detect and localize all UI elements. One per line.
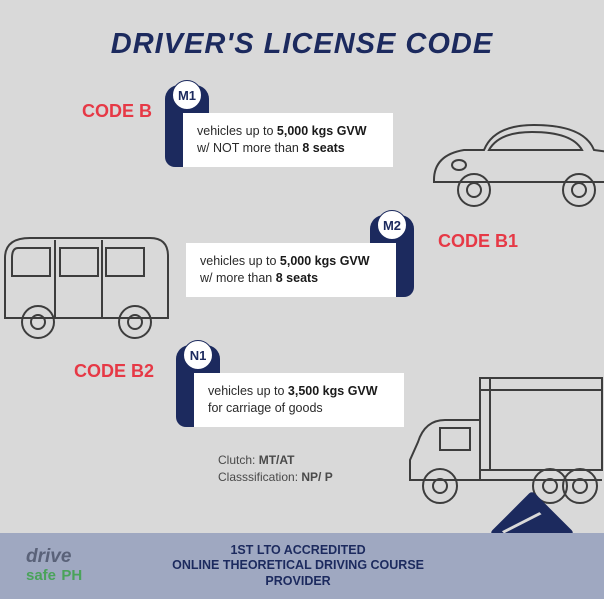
brand-logo: drive safe PH xyxy=(0,548,82,584)
code-b1-row: CODE B1 M2 vehicles up to 5,000 kgs GVW … xyxy=(0,209,604,329)
code-b-row: CODE B M1 vehicles up to 5,000 kgs GVW w… xyxy=(0,79,604,199)
code-b-desc: vehicles up to 5,000 kgs GVW w/ NOT more… xyxy=(183,113,393,167)
code-b2-desc: vehicles up to 3,500 kgs GVW for carriag… xyxy=(194,373,404,427)
code-b1-desc: vehicles up to 5,000 kgs GVW w/ more tha… xyxy=(186,243,396,297)
code-b-label: CODE B xyxy=(82,101,152,122)
badge-m1: M1 xyxy=(172,80,202,110)
footer-text: 1ST LTO ACCREDITED ONLINE THEORETICAL DR… xyxy=(82,543,514,590)
code-b2-label: CODE B2 xyxy=(74,361,154,382)
badge-n1: N1 xyxy=(183,340,213,370)
code-b2-row: CODE B2 N1 vehicles up to 3,500 kgs GVW … xyxy=(0,339,604,459)
meta-info: Clutch: MT/AT Classsification: NP/ P xyxy=(218,452,333,486)
footer: drive safe PH 1ST LTO ACCREDITED ONLINE … xyxy=(0,533,604,599)
badge-m2: M2 xyxy=(377,210,407,240)
code-b1-label: CODE B1 xyxy=(438,231,518,252)
page-title: DRIVER'S LICENSE CODE xyxy=(0,0,604,79)
